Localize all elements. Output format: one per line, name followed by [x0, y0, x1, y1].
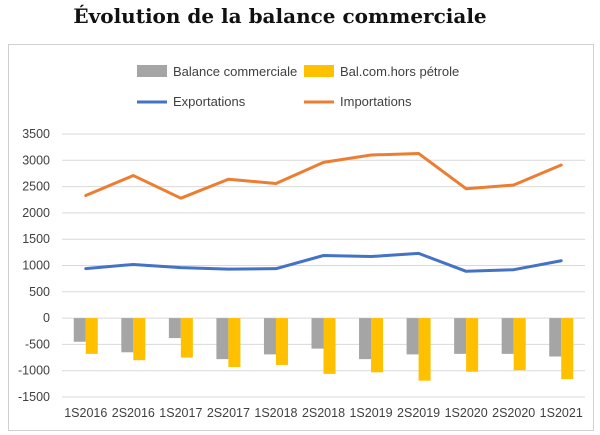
- x-tick-label: 2S2016: [112, 406, 155, 420]
- legend-label-exportations: Exportations: [173, 94, 246, 109]
- bar-bal-com-hors-petrole: [418, 318, 431, 381]
- line-importations: [84, 151, 563, 200]
- y-tick-label: -1500: [18, 390, 50, 404]
- lines: [84, 151, 563, 273]
- bar-bal-com-hors-petrole: [323, 318, 336, 374]
- legend-label-importations: Importations: [340, 94, 412, 109]
- bar-balance-commerciale: [73, 318, 86, 342]
- y-tick-label: 3000: [22, 153, 50, 167]
- y-tick-label: 2500: [22, 180, 50, 194]
- bar-bal-com-hors-petrole: [180, 318, 193, 358]
- bar-bal-com-hors-petrole: [275, 318, 288, 365]
- line-exportations: [84, 251, 563, 273]
- y-tick-label: 2000: [22, 206, 50, 220]
- y-tick-label: 500: [29, 285, 50, 299]
- chart-frame: [8, 44, 594, 431]
- x-tick-label: 2S2020: [492, 406, 535, 420]
- bar-bal-com-hors-petrole: [228, 318, 241, 368]
- bar-balance-commerciale: [121, 318, 134, 353]
- legend-label-bal-com-hors-petrole: Bal.com.hors pétrole: [340, 64, 459, 79]
- bars: [73, 318, 574, 381]
- y-tick-label: 3500: [22, 127, 50, 141]
- legend-swatch-balance-commerciale: [137, 65, 167, 77]
- chart-title: Évolution de la balance commerciale: [73, 4, 487, 28]
- bar-bal-com-hors-petrole: [561, 318, 574, 380]
- bar-bal-com-hors-petrole: [371, 318, 384, 373]
- bar-bal-com-hors-petrole: [85, 318, 98, 354]
- x-tick-label: 1S2020: [445, 406, 488, 420]
- bar-balance-commerciale: [263, 318, 276, 355]
- y-tick-label: -1000: [18, 364, 50, 378]
- bar-balance-commerciale: [549, 318, 562, 357]
- bar-balance-commerciale: [216, 318, 229, 360]
- y-axis: 3500 3000 2500 2000 1500 1000 500 0 -500 -1000 -15…: [18, 127, 50, 404]
- x-tick-label: 2S2017: [207, 406, 250, 420]
- x-tick-label: 1S2018: [254, 406, 297, 420]
- bar-bal-com-hors-petrole: [466, 318, 479, 372]
- x-tick-label: 2S2019: [397, 406, 440, 420]
- x-tick-label: 1S2017: [159, 406, 202, 420]
- legend: Balance commerciale Bal.com.hors pétrole…: [137, 64, 459, 109]
- legend-swatch-bal-com-hors-petrole: [304, 65, 334, 77]
- bar-balance-commerciale: [406, 318, 419, 355]
- x-tick-label: 1S2016: [64, 406, 107, 420]
- bar-balance-commerciale: [501, 318, 514, 354]
- x-tick-label: 1S2021: [540, 406, 583, 420]
- y-tick-label: 1000: [22, 259, 50, 273]
- legend-label-balance-commerciale: Balance commerciale: [173, 64, 297, 79]
- bar-balance-commerciale: [311, 318, 324, 349]
- y-tick-label: 0: [43, 311, 50, 325]
- y-tick-label: 1500: [22, 232, 50, 246]
- x-tick-label: 2S2018: [302, 406, 345, 420]
- x-tick-label: 1S2019: [349, 406, 392, 420]
- y-tick-label: -500: [25, 337, 50, 351]
- bar-balance-commerciale: [168, 318, 181, 339]
- x-axis: 1S2016 2S2016 1S2017 2S2017 1S2018 2S2018 1S20…: [64, 406, 583, 420]
- bar-balance-commerciale: [359, 318, 372, 360]
- bar-balance-commerciale: [454, 318, 467, 354]
- bar-bal-com-hors-petrole: [133, 318, 146, 361]
- bar-bal-com-hors-petrole: [513, 318, 526, 371]
